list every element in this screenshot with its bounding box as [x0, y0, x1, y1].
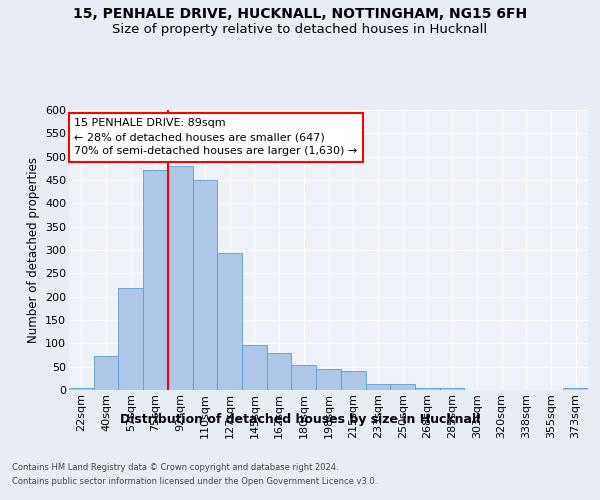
Bar — [217, 253, 242, 390]
Bar — [168, 166, 193, 390]
Bar — [94, 356, 118, 390]
Bar — [118, 288, 143, 390]
Bar — [415, 388, 440, 390]
Bar — [193, 180, 217, 390]
Bar — [143, 170, 168, 390]
Bar — [440, 388, 464, 390]
Bar — [563, 388, 588, 390]
Text: Size of property relative to detached houses in Hucknall: Size of property relative to detached ho… — [112, 22, 488, 36]
Bar — [242, 345, 267, 390]
Bar — [365, 384, 390, 390]
Text: Contains public sector information licensed under the Open Government Licence v3: Contains public sector information licen… — [12, 478, 377, 486]
Bar — [341, 372, 365, 390]
Bar — [390, 384, 415, 390]
Bar — [267, 352, 292, 390]
Text: Contains HM Land Registry data © Crown copyright and database right 2024.: Contains HM Land Registry data © Crown c… — [12, 462, 338, 471]
Text: Distribution of detached houses by size in Hucknall: Distribution of detached houses by size … — [120, 412, 480, 426]
Bar — [292, 366, 316, 390]
Text: 15 PENHALE DRIVE: 89sqm
← 28% of detached houses are smaller (647)
70% of semi-d: 15 PENHALE DRIVE: 89sqm ← 28% of detache… — [74, 118, 358, 156]
Bar — [316, 368, 341, 390]
Y-axis label: Number of detached properties: Number of detached properties — [26, 157, 40, 343]
Text: 15, PENHALE DRIVE, HUCKNALL, NOTTINGHAM, NG15 6FH: 15, PENHALE DRIVE, HUCKNALL, NOTTINGHAM,… — [73, 8, 527, 22]
Bar — [69, 388, 94, 390]
